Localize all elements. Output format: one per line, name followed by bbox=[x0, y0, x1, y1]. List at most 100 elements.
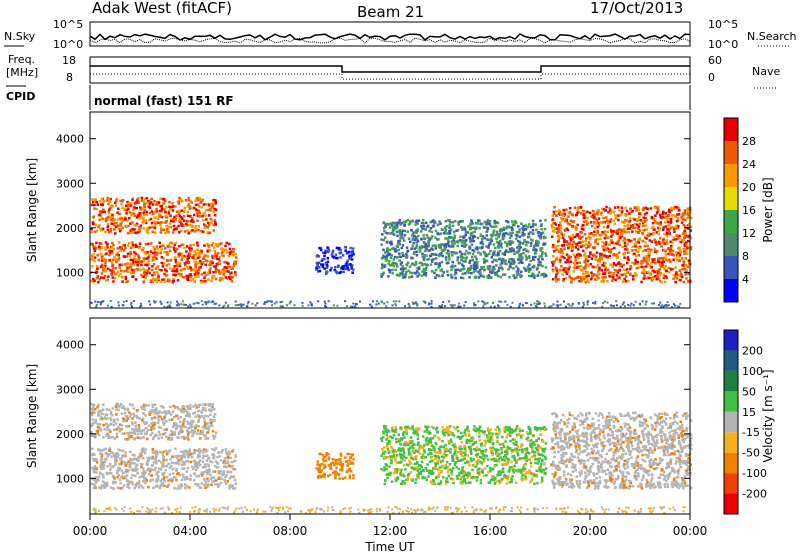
echo-cell bbox=[487, 243, 491, 247]
echo-cell bbox=[689, 246, 693, 249]
echo-cell bbox=[96, 479, 99, 482]
echo-cell bbox=[411, 220, 414, 223]
echo-cell bbox=[175, 227, 178, 231]
echo-cell bbox=[570, 277, 573, 280]
echo-cell bbox=[463, 242, 466, 245]
echo-cell bbox=[636, 260, 640, 264]
echo-cell bbox=[684, 232, 688, 235]
echo-cell bbox=[164, 247, 167, 250]
echo-cell bbox=[615, 242, 618, 245]
echo-cell bbox=[602, 261, 606, 265]
echo-cell bbox=[439, 244, 442, 247]
echo-cell bbox=[591, 265, 594, 268]
echo-cell bbox=[167, 479, 170, 482]
echo-cell bbox=[647, 247, 650, 251]
echo-cell bbox=[611, 233, 614, 237]
echo-cell bbox=[139, 208, 143, 211]
echo-cell bbox=[118, 266, 121, 269]
echo-cell bbox=[147, 254, 151, 257]
echo-cell bbox=[233, 478, 237, 482]
echo-cell bbox=[93, 249, 97, 253]
echo-cell bbox=[532, 274, 535, 277]
ground-scatter-cell bbox=[464, 301, 467, 304]
echo-cell bbox=[136, 457, 139, 461]
echo-cell bbox=[618, 276, 621, 279]
echo-cell bbox=[569, 244, 572, 248]
echo-cell bbox=[648, 239, 651, 242]
echo-cell bbox=[160, 244, 163, 247]
echo-cell bbox=[493, 272, 497, 275]
echo-cell bbox=[177, 200, 181, 203]
echo-cell bbox=[147, 259, 151, 263]
echo-cell bbox=[146, 459, 150, 463]
echo-cell bbox=[104, 452, 108, 455]
echo-cell bbox=[582, 223, 585, 227]
echo-cell bbox=[552, 260, 555, 263]
ground-scatter-cell bbox=[167, 506, 169, 509]
echo-cell bbox=[556, 234, 560, 238]
echo-cell bbox=[100, 255, 104, 259]
echo-cell bbox=[682, 238, 686, 241]
ground-scatter-cell bbox=[284, 511, 287, 514]
echo-cell bbox=[506, 244, 509, 248]
echo-cell bbox=[133, 474, 137, 478]
echo-cell bbox=[578, 236, 581, 240]
echo-cell bbox=[531, 222, 535, 226]
echo-cell bbox=[515, 234, 519, 237]
echo-cell bbox=[567, 268, 571, 271]
echo-cell bbox=[689, 229, 692, 232]
echo-cell bbox=[197, 483, 200, 486]
echo-cell bbox=[110, 218, 113, 222]
echo-cell bbox=[654, 220, 657, 223]
echo-cell bbox=[120, 469, 124, 473]
ground-scatter-cell bbox=[398, 511, 401, 514]
ground-scatter-cell bbox=[464, 506, 466, 509]
echo-cell bbox=[344, 267, 348, 271]
echo-cell bbox=[207, 244, 210, 247]
echo-cell bbox=[339, 256, 342, 259]
echo-cell bbox=[683, 249, 686, 253]
echo-cell bbox=[417, 219, 421, 222]
colorbar-swatch bbox=[724, 118, 738, 141]
echo-cell bbox=[610, 230, 613, 233]
echo-cell bbox=[403, 273, 407, 276]
echo-cell bbox=[542, 242, 546, 245]
echo-cell bbox=[172, 273, 175, 276]
ground-scatter-cell bbox=[563, 300, 565, 303]
ground-scatter-cell bbox=[683, 506, 686, 509]
echo-cell bbox=[391, 262, 394, 265]
echo-cell bbox=[131, 461, 134, 465]
echo-cell bbox=[143, 476, 146, 480]
echo-cell bbox=[430, 258, 434, 262]
echo-cell bbox=[641, 239, 644, 243]
echo-cell bbox=[495, 225, 498, 228]
echo-cell bbox=[634, 273, 637, 277]
ground-scatter-cell bbox=[594, 300, 597, 303]
echo-cell bbox=[529, 244, 533, 247]
colorbar-tick-label: 8 bbox=[742, 250, 749, 263]
ground-scatter-cell bbox=[103, 509, 106, 512]
ground-scatter-cell bbox=[533, 302, 536, 305]
echo-cell bbox=[661, 241, 664, 245]
ground-scatter-cell bbox=[649, 510, 652, 513]
ground-scatter-cell bbox=[408, 510, 410, 513]
echo-cell bbox=[92, 247, 96, 250]
echo-cell bbox=[126, 485, 129, 488]
echo-cell bbox=[197, 203, 200, 206]
echo-cell bbox=[657, 229, 661, 232]
echo-cell bbox=[178, 210, 181, 213]
echo-cell bbox=[341, 254, 345, 257]
echo-cell bbox=[613, 246, 616, 250]
echo-cell bbox=[186, 258, 189, 261]
echo-cell bbox=[106, 432, 109, 436]
echo-cell bbox=[453, 234, 457, 237]
ground-scatter-cell bbox=[545, 506, 548, 509]
echo-cell bbox=[519, 254, 523, 257]
echo-cell bbox=[553, 205, 556, 209]
echo-cell bbox=[609, 271, 612, 274]
ground-scatter-cell bbox=[310, 508, 313, 511]
ground-scatter-cell bbox=[460, 510, 463, 513]
echo-cell bbox=[206, 472, 209, 476]
echo-cell bbox=[472, 270, 476, 274]
echo-cell bbox=[444, 237, 447, 240]
